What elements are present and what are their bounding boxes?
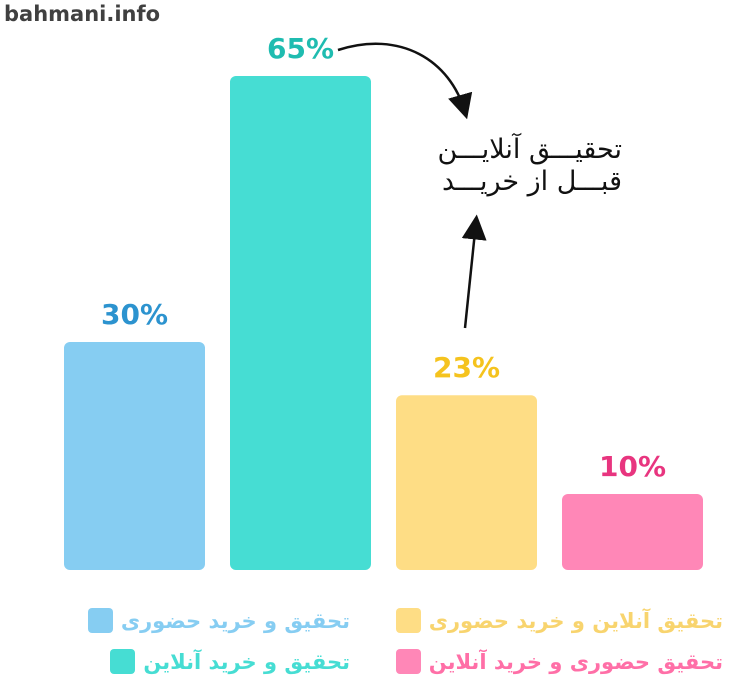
bar-in-store: [64, 342, 205, 570]
annotation-text: تحقیـــق آنلایـــن قبـــل از خریـــد: [372, 134, 622, 198]
legend-item-online: تحقیق و خرید آنلاین: [110, 649, 350, 674]
bar-online: [230, 76, 371, 570]
bar-online-research-in-store-buy: [396, 395, 537, 570]
annotation-arrow-bottom: [461, 214, 487, 329]
legend-label: تحقیق و خرید آنلاین: [143, 649, 350, 674]
legend-swatch: [87, 608, 113, 633]
chart-legend: تحقیق و خرید حضوری تحقیق آنلاین و خرید ح…: [0, 600, 734, 696]
annotation-line-1: تحقیـــق آنلایـــن: [437, 134, 622, 165]
legend-item-in-store-research-online-buy: تحقیق حضوری و خرید آنلاین: [395, 649, 723, 674]
value-label: 30%: [101, 298, 168, 331]
legend-swatch: [395, 649, 421, 674]
legend-swatch: [110, 649, 136, 674]
value-label: 10%: [599, 450, 666, 483]
legend-item-in-store: تحقیق و خرید حضوری: [87, 608, 350, 633]
annotation-arrow-top: [337, 42, 473, 120]
watermark-text: bahmani.info: [4, 2, 161, 26]
legend-label: تحقیق آنلاین و خرید حضوری: [428, 608, 723, 633]
bar-chart: 30% 65% 23% 10%: [64, 32, 703, 570]
legend-label: تحقیق و خرید حضوری: [120, 608, 350, 633]
legend-swatch: [395, 608, 421, 633]
legend-item-online-research-in-store-buy: تحقیق آنلاین و خرید حضوری: [395, 608, 723, 633]
legend-label: تحقیق حضوری و خرید آنلاین: [428, 649, 723, 674]
bar-in-store-research-online-buy: [562, 494, 703, 570]
value-label: 65%: [267, 32, 334, 65]
value-label: 23%: [433, 351, 500, 384]
annotation-line-2: قبـــل از خریـــد: [442, 166, 622, 197]
